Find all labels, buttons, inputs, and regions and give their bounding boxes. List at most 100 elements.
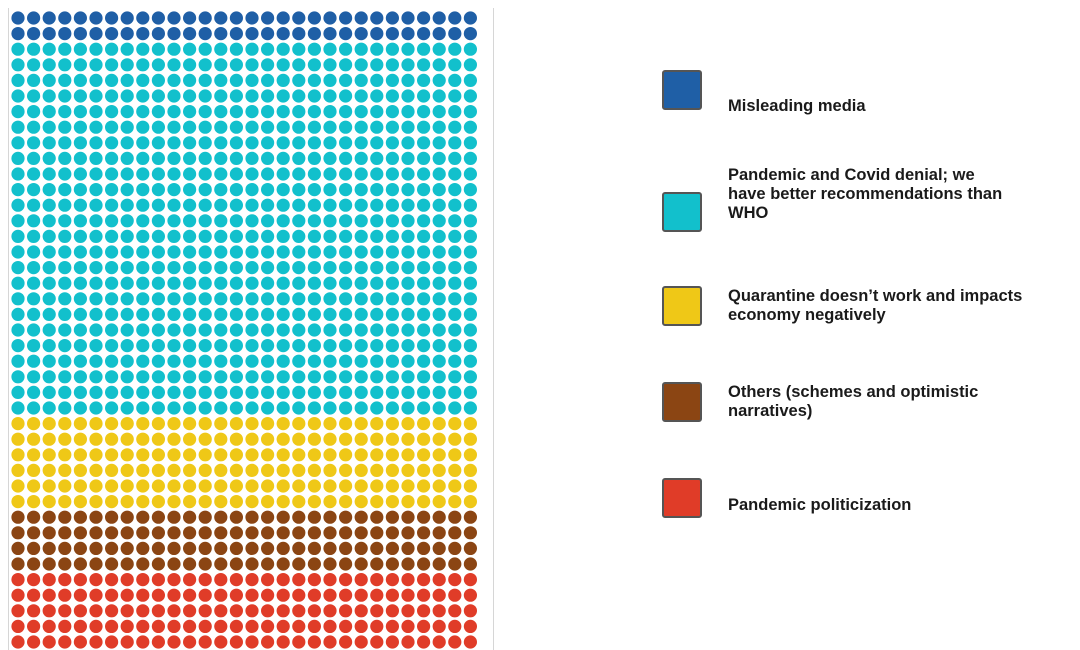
waffle-dot-quarantine-doesn-t-work-and-impacts-economy-negatively <box>292 463 306 477</box>
waffle-dot-others-schemes-and-optimistic-narratives <box>276 557 290 571</box>
waffle-dot-pandemic-and-covid-denial-we-have-better-recommendations-than-who <box>167 42 181 56</box>
waffle-dot-others-schemes-and-optimistic-narratives <box>105 557 119 571</box>
waffle-dot-pandemic-and-covid-denial-we-have-better-recommendations-than-who <box>261 323 275 337</box>
waffle-dot-others-schemes-and-optimistic-narratives <box>370 526 384 540</box>
waffle-dot-quarantine-doesn-t-work-and-impacts-economy-negatively <box>292 448 306 462</box>
waffle-dot-pandemic-and-covid-denial-we-have-better-recommendations-than-who <box>261 401 275 415</box>
waffle-dot-pandemic-and-covid-denial-we-have-better-recommendations-than-who <box>11 229 25 243</box>
waffle-dot-pandemic-and-covid-denial-we-have-better-recommendations-than-who <box>120 167 134 181</box>
waffle-dot-quarantine-doesn-t-work-and-impacts-economy-negatively <box>323 463 337 477</box>
waffle-dot-pandemic-and-covid-denial-we-have-better-recommendations-than-who <box>105 214 119 228</box>
waffle-dot-pandemic-and-covid-denial-we-have-better-recommendations-than-who <box>105 307 119 321</box>
waffle-dot-pandemic-and-covid-denial-we-have-better-recommendations-than-who <box>245 42 259 56</box>
waffle-dot-pandemic-politicization <box>214 635 228 649</box>
waffle-dot-pandemic-and-covid-denial-we-have-better-recommendations-than-who <box>11 89 25 103</box>
waffle-dot-pandemic-and-covid-denial-we-have-better-recommendations-than-who <box>245 73 259 87</box>
waffle-dot-pandemic-politicization <box>214 604 228 618</box>
waffle-dot-misleading-media <box>245 27 259 41</box>
waffle-dot-pandemic-and-covid-denial-we-have-better-recommendations-than-who <box>167 151 181 165</box>
waffle-dot-pandemic-and-covid-denial-we-have-better-recommendations-than-who <box>89 401 103 415</box>
waffle-dot-pandemic-and-covid-denial-we-have-better-recommendations-than-who <box>120 370 134 384</box>
waffle-dot-quarantine-doesn-t-work-and-impacts-economy-negatively <box>323 495 337 509</box>
waffle-dot-pandemic-and-covid-denial-we-have-better-recommendations-than-who <box>136 261 150 275</box>
waffle-dot-quarantine-doesn-t-work-and-impacts-economy-negatively <box>27 495 41 509</box>
waffle-dot-pandemic-and-covid-denial-we-have-better-recommendations-than-who <box>120 339 134 353</box>
waffle-dot-quarantine-doesn-t-work-and-impacts-economy-negatively <box>432 432 446 446</box>
waffle-dot-quarantine-doesn-t-work-and-impacts-economy-negatively <box>245 432 259 446</box>
waffle-dot-pandemic-politicization <box>432 573 446 587</box>
waffle-dot-pandemic-and-covid-denial-we-have-better-recommendations-than-who <box>370 385 384 399</box>
waffle-dot-pandemic-and-covid-denial-we-have-better-recommendations-than-who <box>73 354 87 368</box>
waffle-dot-pandemic-and-covid-denial-we-have-better-recommendations-than-who <box>307 261 321 275</box>
waffle-dot-pandemic-and-covid-denial-we-have-better-recommendations-than-who <box>42 167 56 181</box>
waffle-dot-pandemic-and-covid-denial-we-have-better-recommendations-than-who <box>120 261 134 275</box>
waffle-dot-pandemic-and-covid-denial-we-have-better-recommendations-than-who <box>354 214 368 228</box>
waffle-dot-pandemic-and-covid-denial-we-have-better-recommendations-than-who <box>58 151 72 165</box>
waffle-dot-pandemic-and-covid-denial-we-have-better-recommendations-than-who <box>448 229 462 243</box>
waffle-dot-pandemic-politicization <box>229 588 243 602</box>
waffle-dot-others-schemes-and-optimistic-narratives <box>385 557 399 571</box>
waffle-dot-pandemic-and-covid-denial-we-have-better-recommendations-than-who <box>27 401 41 415</box>
waffle-dot-pandemic-and-covid-denial-we-have-better-recommendations-than-who <box>370 307 384 321</box>
waffle-dot-pandemic-and-covid-denial-we-have-better-recommendations-than-who <box>292 73 306 87</box>
waffle-dot-pandemic-and-covid-denial-we-have-better-recommendations-than-who <box>11 198 25 212</box>
waffle-dot-pandemic-and-covid-denial-we-have-better-recommendations-than-who <box>151 245 165 259</box>
waffle-dot-others-schemes-and-optimistic-narratives <box>183 526 197 540</box>
waffle-dot-pandemic-and-covid-denial-we-have-better-recommendations-than-who <box>136 354 150 368</box>
waffle-dot-pandemic-and-covid-denial-we-have-better-recommendations-than-who <box>58 354 72 368</box>
waffle-dot-pandemic-and-covid-denial-we-have-better-recommendations-than-who <box>73 198 87 212</box>
waffle-dot-others-schemes-and-optimistic-narratives <box>432 557 446 571</box>
waffle-dot-pandemic-and-covid-denial-we-have-better-recommendations-than-who <box>385 370 399 384</box>
waffle-dot-pandemic-and-covid-denial-we-have-better-recommendations-than-who <box>401 307 415 321</box>
waffle-dot-pandemic-and-covid-denial-we-have-better-recommendations-than-who <box>401 214 415 228</box>
waffle-dot-pandemic-and-covid-denial-we-have-better-recommendations-than-who <box>261 307 275 321</box>
waffle-dot-pandemic-and-covid-denial-we-have-better-recommendations-than-who <box>27 354 41 368</box>
waffle-dot-pandemic-and-covid-denial-we-have-better-recommendations-than-who <box>448 167 462 181</box>
waffle-dot-quarantine-doesn-t-work-and-impacts-economy-negatively <box>151 463 165 477</box>
waffle-dot-pandemic-and-covid-denial-we-have-better-recommendations-than-who <box>401 58 415 72</box>
waffle-dot-pandemic-and-covid-denial-we-have-better-recommendations-than-who <box>89 42 103 56</box>
waffle-dot-pandemic-and-covid-denial-we-have-better-recommendations-than-who <box>105 198 119 212</box>
waffle-dot-pandemic-and-covid-denial-we-have-better-recommendations-than-who <box>167 245 181 259</box>
waffle-dot-pandemic-politicization <box>167 619 181 634</box>
waffle-dot-pandemic-and-covid-denial-we-have-better-recommendations-than-who <box>151 276 165 290</box>
waffle-dot-misleading-media <box>120 27 134 41</box>
waffle-dot-pandemic-politicization <box>214 588 228 602</box>
waffle-dot-pandemic-and-covid-denial-we-have-better-recommendations-than-who <box>385 183 399 197</box>
waffle-dot-quarantine-doesn-t-work-and-impacts-economy-negatively <box>198 495 212 509</box>
waffle-dot-pandemic-and-covid-denial-we-have-better-recommendations-than-who <box>448 89 462 103</box>
waffle-dot-pandemic-and-covid-denial-we-have-better-recommendations-than-who <box>167 354 181 368</box>
waffle-dot-pandemic-and-covid-denial-we-have-better-recommendations-than-who <box>73 214 87 228</box>
waffle-dot-pandemic-and-covid-denial-we-have-better-recommendations-than-who <box>214 354 228 368</box>
waffle-dot-others-schemes-and-optimistic-narratives <box>58 510 72 524</box>
waffle-dot-pandemic-politicization <box>229 635 243 649</box>
waffle-dot-pandemic-and-covid-denial-we-have-better-recommendations-than-who <box>292 183 306 197</box>
waffle-dot-pandemic-and-covid-denial-we-have-better-recommendations-than-who <box>89 245 103 259</box>
waffle-dot-others-schemes-and-optimistic-narratives <box>261 526 275 540</box>
waffle-dot-pandemic-and-covid-denial-we-have-better-recommendations-than-who <box>183 136 197 150</box>
waffle-dot-pandemic-and-covid-denial-we-have-better-recommendations-than-who <box>27 370 41 384</box>
waffle-dot-quarantine-doesn-t-work-and-impacts-economy-negatively <box>463 463 477 477</box>
waffle-dot-pandemic-and-covid-denial-we-have-better-recommendations-than-who <box>183 73 197 87</box>
waffle-dot-misleading-media <box>73 11 87 25</box>
waffle-dot-pandemic-and-covid-denial-we-have-better-recommendations-than-who <box>167 370 181 384</box>
waffle-dot-others-schemes-and-optimistic-narratives <box>370 557 384 571</box>
waffle-dot-quarantine-doesn-t-work-and-impacts-economy-negatively <box>73 463 87 477</box>
waffle-dot-pandemic-and-covid-denial-we-have-better-recommendations-than-who <box>354 89 368 103</box>
waffle-dot-pandemic-and-covid-denial-we-have-better-recommendations-than-who <box>354 385 368 399</box>
waffle-dot-pandemic-and-covid-denial-we-have-better-recommendations-than-who <box>214 276 228 290</box>
waffle-dot-pandemic-politicization <box>339 619 353 634</box>
waffle-dot-quarantine-doesn-t-work-and-impacts-economy-negatively <box>276 448 290 462</box>
waffle-dot-pandemic-and-covid-denial-we-have-better-recommendations-than-who <box>198 42 212 56</box>
waffle-dot-pandemic-politicization <box>370 588 384 602</box>
waffle-dot-pandemic-and-covid-denial-we-have-better-recommendations-than-who <box>183 89 197 103</box>
waffle-dot-others-schemes-and-optimistic-narratives <box>401 541 415 556</box>
waffle-dot-quarantine-doesn-t-work-and-impacts-economy-negatively <box>183 495 197 509</box>
waffle-dot-pandemic-and-covid-denial-we-have-better-recommendations-than-who <box>214 261 228 275</box>
waffle-dot-pandemic-and-covid-denial-we-have-better-recommendations-than-who <box>120 183 134 197</box>
waffle-dot-pandemic-and-covid-denial-we-have-better-recommendations-than-who <box>120 245 134 259</box>
waffle-dot-pandemic-and-covid-denial-we-have-better-recommendations-than-who <box>136 385 150 399</box>
waffle-dot-pandemic-and-covid-denial-we-have-better-recommendations-than-who <box>448 58 462 72</box>
waffle-dot-pandemic-and-covid-denial-we-have-better-recommendations-than-who <box>276 73 290 87</box>
waffle-dot-pandemic-and-covid-denial-we-have-better-recommendations-than-who <box>307 89 321 103</box>
